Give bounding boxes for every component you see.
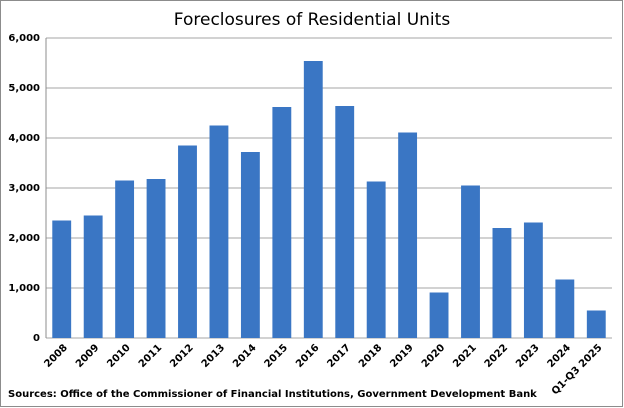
bar [178, 145, 197, 338]
y-tick-label: 3,000 [8, 183, 40, 194]
bar [52, 220, 72, 338]
bar [366, 181, 386, 338]
chart-title: Foreclosures of Residential Units [174, 10, 451, 30]
bar [303, 61, 323, 338]
bar [461, 185, 480, 338]
y-tick-label: 0 [33, 333, 40, 344]
y-tick-label: 6,000 [8, 33, 40, 44]
y-tick-label: 5,000 [8, 83, 40, 94]
y-tick-label: 1,000 [8, 283, 40, 294]
y-tick-label: 2,000 [8, 233, 40, 244]
bar [209, 125, 229, 338]
bar [555, 279, 575, 338]
bar [115, 180, 135, 338]
source-note: Sources: Office of the Commissioner of F… [8, 389, 537, 400]
bar [272, 107, 292, 338]
bar [83, 215, 103, 338]
bar [492, 228, 512, 338]
y-tick-label: 4,000 [8, 133, 40, 144]
bar [398, 132, 418, 338]
bar [335, 106, 355, 338]
bar [523, 222, 543, 338]
bar [586, 310, 606, 338]
bar [146, 179, 166, 338]
bar [429, 292, 449, 338]
bar [240, 152, 260, 338]
